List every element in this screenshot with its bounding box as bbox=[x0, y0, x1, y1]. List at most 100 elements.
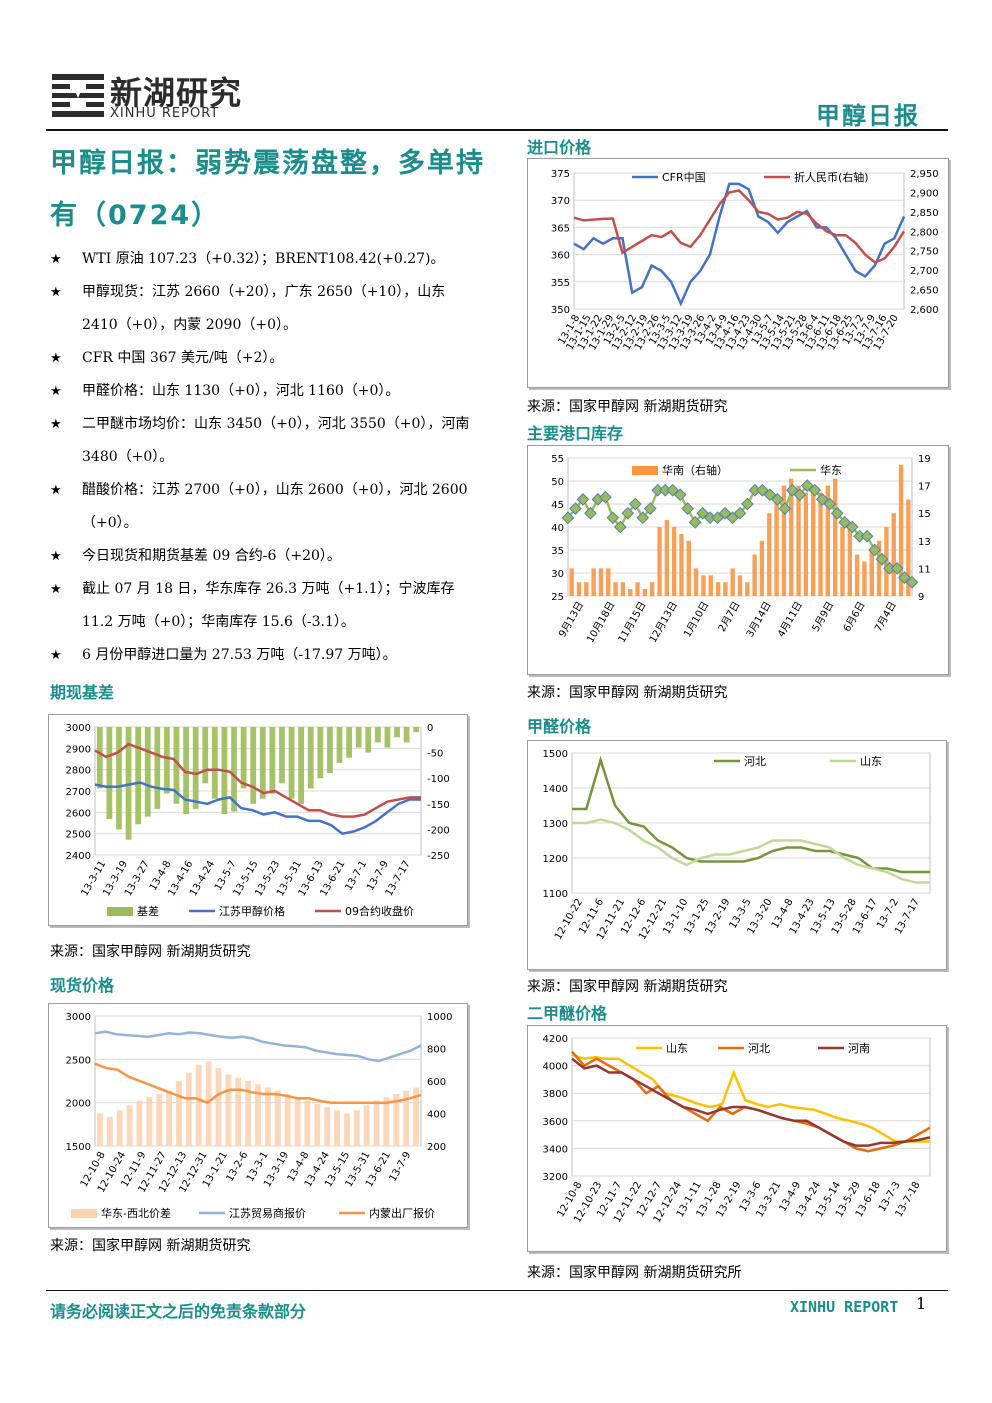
star-icon: ★ bbox=[50, 417, 62, 432]
y-tick-label: 55 bbox=[551, 454, 564, 465]
y-tick-label: 2900 bbox=[66, 744, 91, 755]
bar-spot bbox=[274, 1090, 281, 1146]
bar-basis bbox=[211, 727, 218, 799]
bar-inventory bbox=[613, 582, 618, 596]
summary-bullet-text: 甲醇现货：江苏 2660（+20），广东 2650（+10），山东 2410（+… bbox=[82, 284, 446, 333]
y-tick-label: 50 bbox=[551, 477, 564, 488]
legend-label: 基差 bbox=[137, 904, 159, 918]
bar-inventory bbox=[752, 554, 757, 596]
bar-spot bbox=[324, 1107, 331, 1146]
series-point bbox=[696, 506, 709, 520]
series-point bbox=[673, 488, 687, 502]
x-tick-label: 1月10日 bbox=[681, 600, 711, 640]
bar-spot bbox=[393, 1094, 400, 1146]
series-point bbox=[823, 497, 837, 511]
y2-tick-label: 2,950 bbox=[910, 169, 939, 180]
series-point bbox=[733, 506, 747, 520]
y2-tick-label: 2,600 bbox=[910, 305, 939, 316]
bar-inventory bbox=[854, 554, 860, 596]
bar-spot bbox=[255, 1084, 261, 1146]
y2-tick-label: 15 bbox=[918, 509, 931, 520]
chart-formaldehyde: 1500 1400 1300 1200 1100 12-10-22 12-11-6 12-11… bbox=[527, 740, 947, 970]
bar-basis bbox=[135, 727, 142, 825]
bar-spot bbox=[304, 1100, 311, 1146]
series-point bbox=[718, 506, 732, 520]
series-line-import bbox=[573, 189, 906, 264]
bar-spot bbox=[284, 1094, 291, 1146]
bar-basis bbox=[116, 727, 122, 830]
series-point bbox=[748, 483, 762, 497]
y2-tick-label: 9 bbox=[918, 592, 924, 603]
legend-label: 河南 bbox=[848, 1042, 870, 1055]
series-point bbox=[868, 543, 881, 557]
y2-tick-label: 2,750 bbox=[910, 247, 939, 258]
bar-inventory bbox=[789, 478, 794, 596]
section-dme: 二甲醚价格 bbox=[527, 1004, 608, 1023]
series-point bbox=[763, 488, 777, 502]
bar-basis bbox=[259, 727, 266, 799]
y-tick-label: 2500 bbox=[66, 830, 91, 841]
y-tick-label: 1300 bbox=[543, 819, 568, 830]
bar-spot bbox=[343, 1113, 350, 1146]
bar-basis bbox=[164, 727, 170, 794]
legend-label: 华南（右轴） bbox=[662, 463, 728, 477]
y2-tick-label: -200 bbox=[427, 825, 450, 836]
star-icon: ★ bbox=[50, 549, 62, 564]
bar-basis bbox=[384, 727, 391, 748]
series-point bbox=[599, 490, 612, 504]
bar-basis bbox=[106, 727, 113, 820]
legend-label: 华东 bbox=[820, 463, 842, 477]
series-point bbox=[628, 497, 642, 511]
bar-spot bbox=[363, 1105, 370, 1146]
y-tick-label: 370 bbox=[551, 196, 570, 207]
bar-inventory bbox=[767, 513, 772, 596]
series-point bbox=[853, 529, 867, 543]
bar-spot bbox=[166, 1090, 173, 1146]
series-point bbox=[808, 483, 822, 497]
y-tick-label: 35 bbox=[551, 546, 564, 557]
bar-inventory bbox=[810, 485, 816, 596]
report-type-label: 甲醇日报 bbox=[816, 102, 920, 130]
bar-basis bbox=[96, 727, 103, 789]
bar-basis bbox=[125, 727, 132, 840]
series-line-import bbox=[573, 182, 906, 307]
logo-text-en: XINHU REPORT bbox=[110, 106, 220, 121]
star-icon: ★ bbox=[50, 648, 62, 663]
bar-spot bbox=[225, 1074, 232, 1146]
legend-label: 江苏贸易商报价 bbox=[229, 1206, 306, 1220]
logo-mark-icon bbox=[52, 74, 104, 117]
bar-inventory bbox=[576, 582, 582, 596]
bar-inventory bbox=[715, 582, 721, 596]
summary-bullet-text: 醋酸价格：江苏 2700（+0），山东 2600（+0），河北 2600（+0）… bbox=[82, 482, 468, 531]
bar-inventory bbox=[884, 527, 889, 596]
y-tick-label: 2700 bbox=[66, 787, 91, 798]
y-tick-label: 2600 bbox=[66, 808, 91, 819]
bar-inventory bbox=[686, 540, 691, 596]
y2-tick-label: 400 bbox=[427, 1110, 446, 1121]
y-tick-label: 1100 bbox=[543, 889, 568, 900]
y-tick-label: 40 bbox=[551, 523, 564, 534]
series-point bbox=[666, 483, 680, 497]
disclaimer-link[interactable]: 请务必阅读正文之后的免责条款部分 bbox=[50, 1302, 307, 1321]
bar-spot bbox=[383, 1097, 390, 1146]
star-icon: ★ bbox=[50, 252, 62, 267]
y-tick-label: 375 bbox=[551, 169, 570, 180]
bar-inventory bbox=[730, 568, 735, 596]
y-tick-label: 4200 bbox=[543, 1034, 568, 1045]
x-tick-label: 5月9日 bbox=[810, 600, 837, 634]
chart-import-price: 375 370 365 360 355 350 2,950 2,900 2,850 2,800 2,… bbox=[527, 158, 949, 388]
series-line-spot bbox=[94, 1062, 422, 1105]
bar-basis bbox=[144, 727, 151, 817]
bar-spot bbox=[96, 1113, 103, 1146]
series-point bbox=[771, 493, 784, 506]
bar-inventory bbox=[906, 499, 911, 596]
y-tick-label: 1500 bbox=[66, 1142, 91, 1153]
bar-inventory bbox=[569, 568, 574, 596]
bar-spot bbox=[116, 1110, 123, 1146]
y2-tick-label: 17 bbox=[918, 482, 931, 493]
bar-spot bbox=[314, 1103, 321, 1146]
bar-basis bbox=[307, 727, 314, 789]
y2-tick-label: 2,850 bbox=[910, 208, 939, 219]
star-icon: ★ bbox=[50, 582, 62, 597]
bar-inventory bbox=[591, 568, 596, 596]
